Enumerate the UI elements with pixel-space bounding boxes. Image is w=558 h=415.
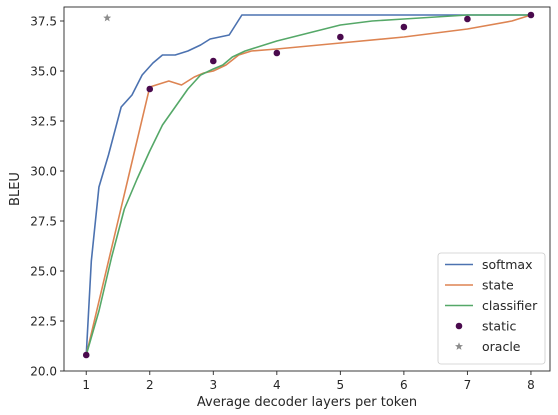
data-point-static [273,49,281,57]
data-point-static [82,351,90,359]
legend-swatch-static [455,322,463,330]
data-point-static [337,33,344,41]
series-layer [82,11,535,359]
x-tick-label: 6 [400,378,408,392]
y-tick-label: 30.0 [30,164,57,178]
x-tick-label: 1 [82,378,90,392]
data-point-static [527,11,535,19]
legend-label-classifier: classifier [482,298,538,313]
x-tick-label: 5 [337,378,345,392]
y-axis-ticks: 20.0 22.5 25.0 27.5 30.0 32.5 35.0 37.5 [30,14,64,378]
x-tick-label: 8 [527,378,535,392]
legend-label-oracle: oracle [482,339,521,354]
data-point-static [400,23,408,31]
y-tick-label: 22.5 [30,314,57,328]
legend-swatch-oracle [455,342,463,350]
x-tick-label: 2 [146,378,154,392]
legend: softmax state classifier static oracle [437,252,546,365]
legend-label-softmax: softmax [482,257,532,272]
x-tick-label: 4 [273,378,281,392]
series-line-classifier [85,14,531,356]
y-tick-label: 25.0 [30,264,57,278]
data-point-oracle [103,13,112,22]
legend-box [437,252,546,365]
series-line-state [85,14,532,356]
x-axis-ticks: 1 2 3 4 5 6 7 8 [82,371,535,392]
y-tick-label: 20.0 [30,364,57,378]
series-line-softmax [85,14,531,356]
y-tick-label: 37.5 [30,14,57,28]
y-tick-label: 35.0 [30,64,57,78]
x-tick-label: 3 [209,378,217,392]
data-point-static [146,85,154,93]
legend-label-state: state [482,277,514,292]
x-axis-label: Average decoder layers per token [197,395,417,410]
data-point-static [209,57,217,65]
y-tick-label: 27.5 [30,214,57,228]
y-axis-label: BLEU [8,172,23,206]
data-point-static [464,15,471,23]
y-tick-label: 32.5 [30,114,57,128]
legend-label-static: static [482,318,516,333]
x-tick-label: 7 [464,378,472,392]
